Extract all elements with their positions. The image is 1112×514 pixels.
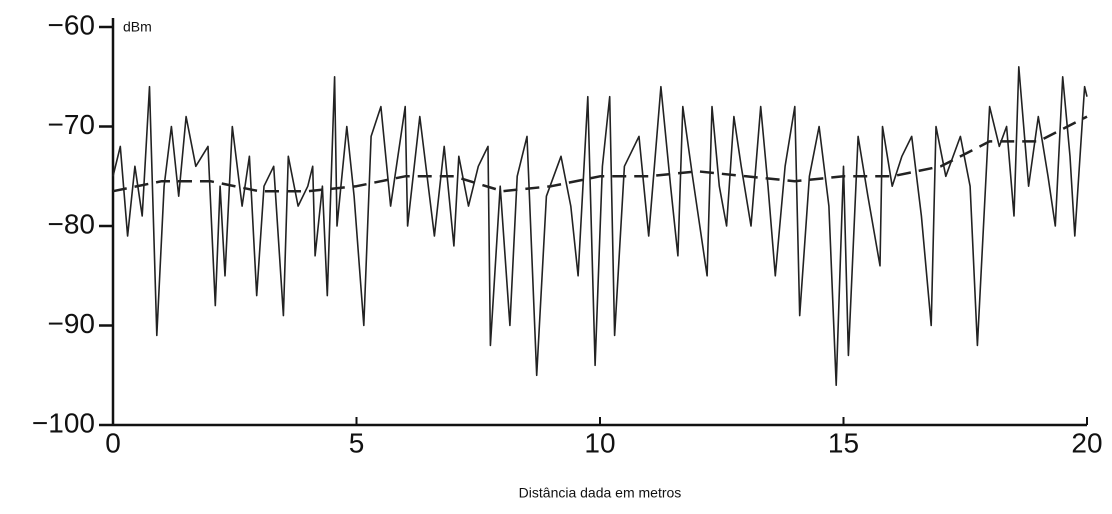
x-tick-label: 0 xyxy=(105,427,121,458)
y-axis-label: dBm xyxy=(123,19,152,35)
y-tick-label: −80 xyxy=(48,208,96,239)
signal-line xyxy=(112,66,1088,386)
y-tick-label: −100 xyxy=(32,407,95,438)
x-tick-label: 10 xyxy=(584,427,615,458)
x-tick-label: 15 xyxy=(828,427,859,458)
x-tick-label: 20 xyxy=(1071,427,1102,458)
mean-line xyxy=(112,115,1088,193)
y-tick-label: −70 xyxy=(48,109,96,140)
y-tick-label: −60 xyxy=(48,9,96,40)
x-tick-label: 5 xyxy=(349,427,365,458)
y-tick-label: −90 xyxy=(48,308,96,339)
x-axis-label: Distância dada em metros xyxy=(519,485,682,501)
